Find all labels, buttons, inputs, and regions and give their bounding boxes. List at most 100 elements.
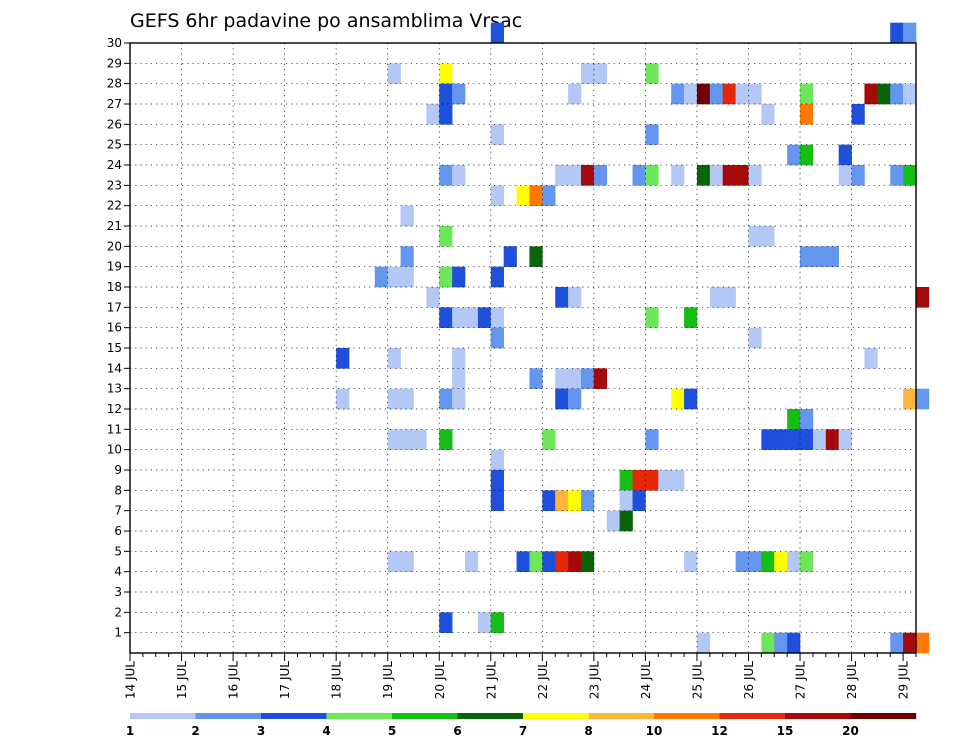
heat-cell	[709, 83, 724, 105]
heat-cell	[387, 429, 401, 450]
heat-cell	[645, 165, 659, 186]
y-tick-label: 8	[114, 483, 122, 497]
heat-cell	[761, 551, 775, 572]
heat-cell	[787, 632, 801, 654]
heat-cell	[903, 83, 917, 105]
y-tick-label: 12	[107, 402, 122, 416]
heat-cell	[555, 165, 569, 186]
heat-cell	[593, 368, 608, 389]
heat-cell	[890, 632, 904, 654]
heat-cell	[761, 632, 775, 654]
colorbar-swatch	[850, 713, 917, 719]
heat-cell	[916, 632, 930, 654]
heat-cell	[490, 327, 504, 349]
heat-cell	[593, 63, 608, 84]
heat-cell	[413, 429, 427, 450]
heat-cell	[684, 83, 698, 105]
heat-cell	[387, 388, 401, 410]
heat-cell	[555, 388, 569, 410]
x-tick-label: 16 JUL	[227, 661, 241, 699]
heat-cell	[580, 551, 595, 572]
heat-cell	[632, 490, 646, 511]
heat-cell	[619, 490, 633, 511]
heat-cell	[761, 226, 775, 247]
heat-cell	[439, 429, 453, 450]
heat-cell	[490, 124, 504, 145]
heat-cell	[542, 185, 556, 206]
heat-cell	[439, 266, 453, 288]
heat-cell	[735, 83, 749, 105]
x-tick-label: 19 JUL	[381, 661, 395, 699]
colorbar-swatch	[654, 713, 720, 719]
y-tick-label: 15	[107, 341, 122, 355]
grid-layer	[130, 43, 916, 653]
y-axis: 1234567891011121314151617181920212223242…	[107, 36, 130, 640]
x-tick-label: 15 JUL	[175, 661, 189, 699]
heat-cell	[387, 348, 401, 369]
heat-cell	[761, 104, 775, 125]
heat-cell	[632, 470, 646, 491]
y-tick-label: 10	[107, 443, 122, 457]
x-tick-label: 23 JUL	[587, 661, 601, 699]
colorbar-label: 3	[257, 724, 265, 738]
heat-cell	[490, 470, 504, 491]
y-tick-label: 19	[107, 260, 122, 274]
colorbar-label: 4	[322, 724, 330, 738]
heat-cell	[400, 429, 414, 450]
heat-cell	[529, 368, 543, 389]
heat-cell	[748, 551, 762, 572]
heat-cell	[903, 165, 917, 186]
heat-cell	[916, 388, 930, 410]
heat-cell	[735, 165, 749, 186]
colorbar-label: 20	[842, 724, 859, 738]
heat-cell	[580, 165, 595, 186]
heat-cell	[452, 307, 466, 328]
heat-cell	[465, 551, 479, 572]
heat-cell	[658, 470, 672, 491]
heat-cell	[645, 307, 659, 328]
heat-cell	[387, 266, 401, 288]
y-tick-label: 13	[107, 382, 122, 396]
heat-cell	[851, 104, 865, 125]
heat-cell	[336, 348, 350, 369]
x-tick-label: 17 JUL	[278, 661, 292, 699]
colorbar-swatch	[785, 713, 851, 719]
heat-cell	[606, 510, 620, 532]
y-tick-label: 2	[114, 605, 122, 619]
colorbar-swatch	[392, 713, 458, 719]
colorbar-label: 1	[126, 724, 134, 738]
y-tick-label: 6	[114, 524, 122, 538]
heat-cell	[774, 632, 788, 654]
y-tick-label: 30	[107, 36, 122, 50]
heat-cell	[903, 632, 917, 654]
x-tick-label: 29 JUL	[897, 661, 911, 699]
heat-cell	[619, 510, 633, 532]
heat-cell	[452, 388, 466, 410]
x-tick-label: 18 JUL	[330, 661, 344, 699]
heat-cell	[735, 551, 749, 572]
heat-cell	[800, 429, 814, 450]
heat-cell	[568, 388, 582, 410]
colorbar-label: 2	[191, 724, 199, 738]
cells-layer	[336, 22, 930, 654]
x-tick-label: 14 JUL	[124, 661, 138, 699]
chart-title: GEFS 6hr padavine po ansamblima Vrsac	[130, 10, 522, 32]
y-tick-label: 16	[107, 321, 122, 335]
heat-cell	[800, 104, 814, 125]
heat-cell	[619, 470, 633, 491]
heat-cell	[800, 551, 814, 572]
y-tick-label: 9	[114, 463, 122, 477]
y-tick-label: 23	[107, 178, 122, 192]
heat-cell	[580, 63, 595, 84]
heat-cell	[568, 551, 582, 572]
heat-cell	[684, 388, 698, 410]
heat-cell	[580, 490, 595, 511]
heat-cell	[864, 348, 878, 369]
heat-cell	[374, 266, 389, 288]
colorbar-swatch	[261, 713, 327, 719]
heat-cell	[838, 429, 852, 450]
colorbar-label: 5	[388, 724, 396, 738]
y-tick-label: 18	[107, 280, 122, 294]
heat-cell	[671, 388, 685, 410]
heat-cell	[555, 287, 569, 308]
